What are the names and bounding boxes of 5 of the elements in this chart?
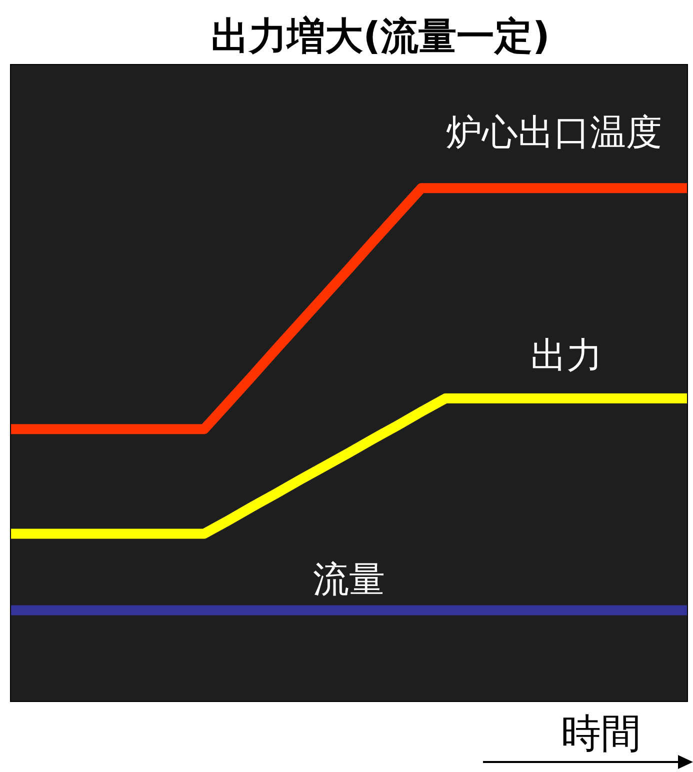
series-label: 流量 [313,558,385,603]
series-label: 出力 [530,334,602,379]
series-label: 炉心出口温度 [446,112,662,156]
x-axis-title: 時間 [561,710,641,759]
chart-title: 出力増大(流量一定) [210,13,551,60]
